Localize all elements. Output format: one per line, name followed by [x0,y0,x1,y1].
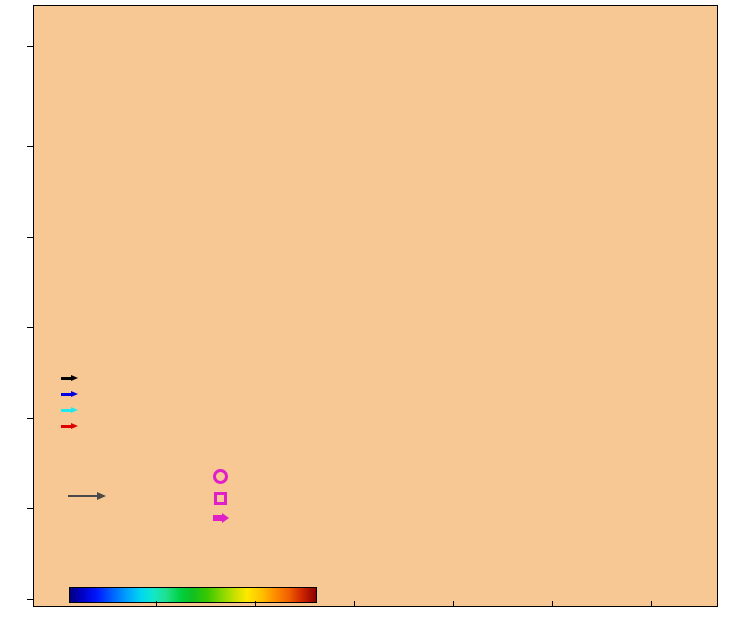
copyright-credit [722,0,748,640]
anmn-arrow-0-30m [61,375,78,382]
fs-marker-icon [214,492,227,505]
anmn-arrow-30-80m [61,391,78,398]
anmn-arrow-80-150m [61,407,78,414]
temperature-colorbar [69,587,317,603]
anmn-arrow-150-300m [61,423,78,430]
drifter-marker-icon [213,513,229,523]
velocity-scale-arrow-icon [68,492,108,500]
sst-heatmap-canvas [33,5,718,607]
map-plot-area[interactable] [33,5,718,607]
argo-marker-icon [213,469,228,484]
